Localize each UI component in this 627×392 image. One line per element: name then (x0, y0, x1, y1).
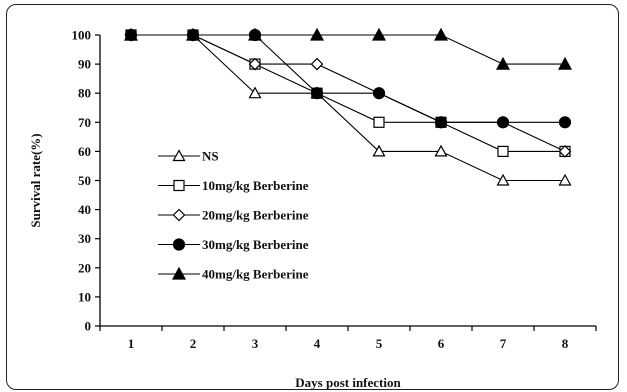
x-tick-label: 5 (376, 336, 383, 351)
y-tick-label: 30 (78, 231, 91, 246)
data-point-series-2 (558, 145, 572, 158)
y-tick-label: 90 (78, 57, 91, 72)
x-tick-label: 4 (314, 336, 321, 351)
y-tick-label: 0 (85, 319, 92, 334)
legend-marker (173, 179, 185, 192)
series-markers (123, 27, 573, 186)
y-tick-label: 40 (78, 202, 91, 217)
y-tick-label: 50 (78, 173, 91, 188)
y-tick-label: 100 (72, 28, 92, 43)
legend-marker (172, 149, 186, 162)
data-point-series-1 (497, 145, 509, 157)
data-point-series-0 (248, 86, 262, 99)
data-point-series-3 (558, 116, 572, 129)
y-tick-label: 10 (78, 289, 91, 304)
y-tick-label: 70 (78, 115, 91, 130)
legend-label: 10mg/kg Berberine (202, 178, 309, 193)
legend-marker (172, 208, 186, 222)
data-point-series-1 (373, 116, 385, 128)
legend-marker (172, 238, 186, 251)
data-point-series-3 (310, 87, 324, 100)
data-point-series-3 (434, 116, 448, 129)
y-axis-title: Survival rate(%) (28, 133, 43, 227)
data-point-series-3 (496, 116, 510, 129)
x-axis-title: Days post infection (295, 375, 401, 390)
legend-label: 20mg/kg Berberine (202, 208, 309, 223)
data-point-series-0 (558, 173, 572, 186)
x-tick-label: 2 (190, 336, 197, 351)
legend-marker (171, 266, 187, 280)
data-point-series-4 (371, 27, 387, 41)
y-ticks: 0 10 20 30 40 50 60 70 80 90 100 (72, 28, 100, 334)
legend-label: 30mg/kg Berberine (202, 237, 309, 252)
x-tick-label: 7 (500, 336, 507, 351)
data-point-series-3 (372, 87, 386, 100)
x-tick-label: 6 (438, 336, 445, 351)
data-point-series-4 (247, 27, 263, 41)
data-point-series-4 (309, 27, 325, 41)
data-point-series-4 (495, 56, 511, 70)
series-lines (131, 34, 566, 182)
x-tick-label: 1 (128, 336, 135, 351)
x-ticks: 1 2 3 4 5 6 7 8 (99, 326, 597, 351)
data-point-series-0 (372, 144, 386, 157)
x-tick-label: 3 (252, 336, 259, 351)
data-point-series-4 (185, 27, 201, 41)
legend-label: 40mg/kg Berberine (202, 267, 309, 282)
data-point-series-2 (310, 57, 324, 71)
x-tick-label: 8 (562, 336, 569, 351)
data-point-series-2 (248, 57, 262, 71)
data-point-series-0 (496, 173, 510, 186)
legend-label: NS (202, 149, 219, 164)
legend: NS 10mg/kg Berberine 20mg/kg Berberine 30mg… (158, 149, 309, 282)
y-tick-label: 80 (78, 86, 91, 101)
data-point-series-4 (557, 56, 573, 70)
data-point-series-4 (123, 27, 139, 41)
data-point-series-4 (433, 27, 449, 41)
y-tick-label: 60 (78, 144, 91, 159)
data-point-series-0 (434, 144, 448, 157)
series-line-0 (131, 34, 565, 182)
series-line-4 (131, 34, 565, 65)
y-tick-label: 20 (78, 260, 91, 275)
